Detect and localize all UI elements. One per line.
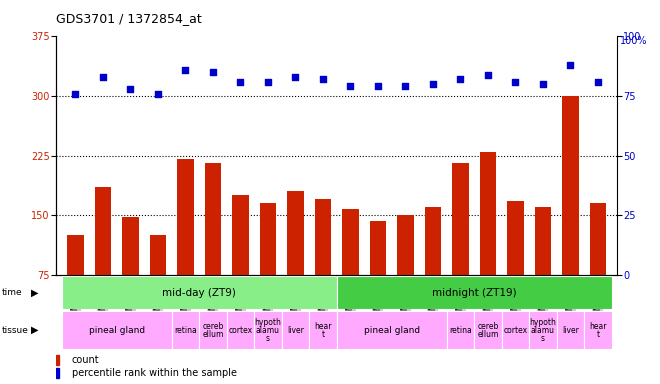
Bar <box>447 311 474 349</box>
Text: hear
t: hear t <box>314 322 331 339</box>
Point <box>565 62 576 68</box>
Point <box>98 74 108 80</box>
Text: liver: liver <box>562 326 579 335</box>
Point <box>317 76 328 83</box>
Text: GDS3701 / 1372854_at: GDS3701 / 1372854_at <box>56 12 202 25</box>
Text: midnight (ZT19): midnight (ZT19) <box>432 288 516 298</box>
Bar <box>397 215 414 275</box>
Text: hypoth
alamu
s: hypoth alamu s <box>529 318 556 343</box>
Point <box>372 83 383 89</box>
Text: cereb
ellum: cereb ellum <box>477 322 498 339</box>
Bar <box>150 235 166 275</box>
Text: pineal gland: pineal gland <box>88 326 145 335</box>
Bar <box>337 276 612 309</box>
Point <box>400 83 411 89</box>
Bar <box>177 159 193 275</box>
Bar <box>282 311 309 349</box>
Bar <box>205 164 221 275</box>
Text: tissue: tissue <box>1 326 28 335</box>
Point <box>125 86 136 92</box>
Point <box>152 91 163 97</box>
Bar <box>61 311 172 349</box>
Text: retina: retina <box>449 326 472 335</box>
Bar <box>452 164 469 275</box>
Bar <box>337 311 447 349</box>
Point <box>70 91 81 97</box>
Bar <box>507 201 523 275</box>
Point <box>345 83 356 89</box>
Point <box>290 74 300 80</box>
Bar <box>370 220 386 275</box>
Point <box>235 79 246 85</box>
Bar <box>287 191 304 275</box>
Bar <box>342 209 358 275</box>
Bar <box>67 235 84 275</box>
Bar <box>309 311 337 349</box>
Bar <box>56 368 59 378</box>
Text: cortex: cortex <box>228 326 252 335</box>
Bar <box>61 276 337 309</box>
Text: hear
t: hear t <box>589 322 607 339</box>
Point <box>180 67 191 73</box>
Bar <box>480 152 496 275</box>
Bar <box>56 355 59 366</box>
Bar <box>254 311 282 349</box>
Bar <box>584 311 612 349</box>
Bar <box>226 311 254 349</box>
Text: count: count <box>72 355 100 365</box>
Text: cortex: cortex <box>504 326 527 335</box>
Bar <box>199 311 226 349</box>
Text: retina: retina <box>174 326 197 335</box>
Point <box>455 76 465 83</box>
Text: mid-day (ZT9): mid-day (ZT9) <box>162 288 236 298</box>
Bar <box>529 311 556 349</box>
Point <box>263 79 273 85</box>
Bar <box>259 203 276 275</box>
Bar <box>535 207 551 275</box>
Text: hypoth
alamu
s: hypoth alamu s <box>254 318 281 343</box>
Point <box>593 79 603 85</box>
Point <box>537 81 548 87</box>
Bar <box>474 311 502 349</box>
Bar <box>424 207 441 275</box>
Point <box>428 81 438 87</box>
Point <box>207 69 218 75</box>
Text: ▶: ▶ <box>31 288 38 298</box>
Point <box>510 79 521 85</box>
Text: pineal gland: pineal gland <box>364 326 420 335</box>
Point <box>482 71 493 78</box>
Bar <box>589 203 606 275</box>
Bar <box>562 96 579 275</box>
Bar <box>556 311 584 349</box>
Text: ▶: ▶ <box>31 325 38 335</box>
Text: liver: liver <box>287 326 304 335</box>
Text: percentile rank within the sample: percentile rank within the sample <box>72 368 237 378</box>
Bar <box>315 199 331 275</box>
Bar <box>122 217 139 275</box>
Bar <box>502 311 529 349</box>
Text: time: time <box>1 288 22 297</box>
Bar <box>232 195 249 275</box>
Text: 100%: 100% <box>620 36 648 46</box>
Bar <box>94 187 111 275</box>
Bar <box>172 311 199 349</box>
Text: cereb
ellum: cereb ellum <box>202 322 224 339</box>
